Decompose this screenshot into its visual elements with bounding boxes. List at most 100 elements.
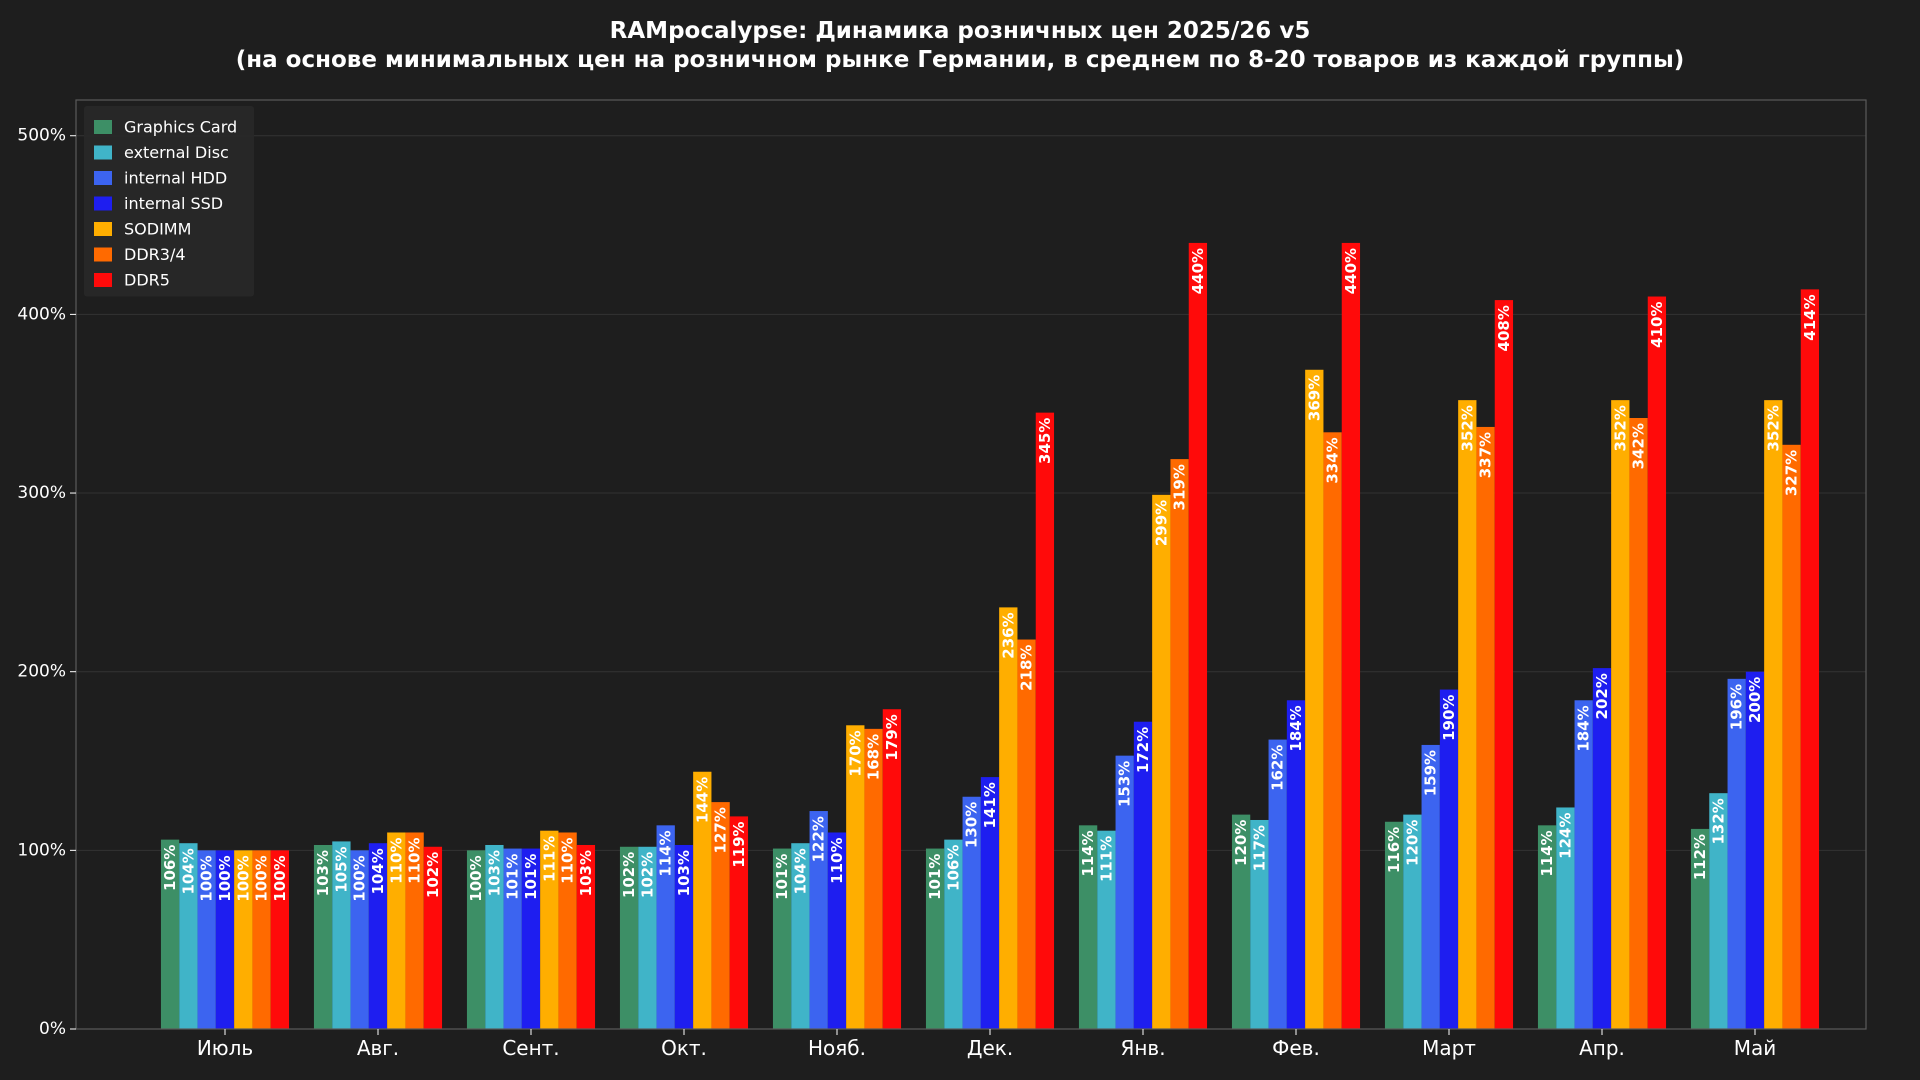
bar-value-label: 114% <box>1079 830 1097 876</box>
bar <box>1574 700 1593 1029</box>
bar-value-label: 104% <box>791 848 809 894</box>
y-tick-label: 100% <box>17 840 66 860</box>
bar <box>521 848 541 1029</box>
legend-label: DDR5 <box>124 271 170 290</box>
bar <box>576 844 596 1029</box>
bar-value-label: 101% <box>773 854 791 900</box>
bar-value-label: 110% <box>406 837 424 883</box>
bar-value-label: 202% <box>1593 673 1611 719</box>
bar-value-label: 106% <box>944 845 962 891</box>
bar-value-label: 352% <box>1611 405 1629 451</box>
bar-value-label: 159% <box>1422 750 1440 796</box>
bar <box>1782 444 1801 1029</box>
bar <box>1439 689 1459 1029</box>
bar-value-label: 440% <box>1342 248 1360 294</box>
bar-value-label: 102% <box>638 852 656 898</box>
bar-value-label: 352% <box>1764 405 1782 451</box>
bar-value-label: 184% <box>1575 705 1593 751</box>
y-tick-label: 500% <box>17 126 66 146</box>
bar <box>980 777 1000 1029</box>
bar-value-label: 114% <box>657 830 675 876</box>
bar-value-label: 172% <box>1134 727 1152 773</box>
bar <box>1170 459 1189 1030</box>
bar <box>197 850 216 1029</box>
series-sodimm: 100% 110% 111%144%170%236%299%369%352% 352%… <box>234 369 1783 1030</box>
bar <box>1188 242 1208 1030</box>
chart-title-line-2: (на основе минимальных цен на розничном … <box>236 47 1685 73</box>
bar <box>179 843 198 1029</box>
bar <box>540 830 559 1029</box>
legend-box <box>84 106 254 297</box>
chart-title: RAMpocalypse: Динамика розничных цен 202… <box>236 18 1685 73</box>
bar <box>1647 296 1667 1029</box>
bar-value-label: 184% <box>1287 705 1305 751</box>
bar <box>1458 400 1477 1029</box>
bar-value-label: 120% <box>1403 820 1421 866</box>
bar <box>405 832 424 1029</box>
bar-value-label: 141% <box>981 782 999 828</box>
x-tick-label: Янв. <box>1120 1036 1165 1060</box>
bar-value-label: 236% <box>999 612 1017 658</box>
legend-swatch <box>94 145 112 160</box>
bar-value-label: 110% <box>387 837 405 883</box>
bar-value-label: 112% <box>1691 834 1709 880</box>
bar-value-label: 352% <box>1458 405 1476 451</box>
x-tick-label: Окт. <box>661 1036 707 1060</box>
bar-value-label: 101% <box>926 854 944 900</box>
bar <box>270 850 290 1029</box>
bar-value-label: 101% <box>504 854 522 900</box>
bar <box>1152 494 1171 1030</box>
legend-swatch <box>94 196 112 211</box>
bar <box>1800 289 1820 1029</box>
bar <box>1421 744 1440 1029</box>
bar-value-label: 111% <box>1097 836 1115 882</box>
bar-value-label: 100% <box>467 855 485 901</box>
bar-value-label: 170% <box>846 730 864 776</box>
y-tick-label: 400% <box>17 304 66 324</box>
legend-swatch <box>94 247 112 262</box>
bar <box>1764 400 1783 1029</box>
bar <box>485 844 504 1029</box>
bar-value-label: 190% <box>1440 695 1458 741</box>
series-internal-hdd: 100% 100% 101%114% 122% 130%153% 162% 159%184%… <box>197 678 1746 1029</box>
bar-value-label: 337% <box>1477 432 1495 478</box>
bar <box>350 850 369 1029</box>
bar-value-label: 122% <box>810 816 828 862</box>
bar-value-label: 111% <box>540 836 558 882</box>
bar <box>1268 739 1287 1029</box>
bar-value-label: 102% <box>620 852 638 898</box>
bar <box>864 728 883 1029</box>
bar <box>1592 668 1612 1029</box>
bar <box>1690 828 1710 1029</box>
bar-value-label: 104% <box>369 848 387 894</box>
bar-value-label: 299% <box>1152 500 1170 546</box>
series-ddr5: 100% 102% 103% 119% 179% 345% 440% 440% 408% 410%… <box>270 242 1820 1030</box>
x-tick-label: Май <box>1734 1036 1777 1060</box>
bar <box>160 839 180 1029</box>
bar-value-label: 117% <box>1250 825 1268 871</box>
legend-label: internal SSD <box>124 194 223 213</box>
series-external-disc: 104% 105% 103% 102% 104% 106% 111% 117% 120% 124%… <box>179 793 1728 1029</box>
bar <box>1709 793 1728 1029</box>
series-graphics-card: 106% 103% 100% 102% 101% 101%114% 120% 116% 114%… <box>160 814 1710 1029</box>
bar <box>387 832 406 1029</box>
legend-label: internal HDD <box>124 169 227 188</box>
bar-value-label: 130% <box>963 802 981 848</box>
bar-value-label: 342% <box>1630 423 1648 469</box>
x-tick-label: Фев. <box>1272 1036 1320 1060</box>
legend: Graphics Card external Disc internal HDD in… <box>84 106 254 297</box>
bar-value-label: 100% <box>198 855 216 901</box>
bar-value-label: 103% <box>577 850 595 896</box>
bar <box>674 844 694 1029</box>
bar-value-label: 440% <box>1189 248 1207 294</box>
bar-value-label: 102% <box>424 852 442 898</box>
legend-label: external Disc <box>124 143 229 162</box>
bar-value-label: 119% <box>730 821 748 867</box>
bar-value-label: 162% <box>1269 745 1287 791</box>
bar-value-label: 168% <box>865 734 883 780</box>
x-tick-label: Апр. <box>1579 1036 1625 1060</box>
legend-swatch <box>94 222 112 236</box>
bar <box>1556 807 1575 1029</box>
